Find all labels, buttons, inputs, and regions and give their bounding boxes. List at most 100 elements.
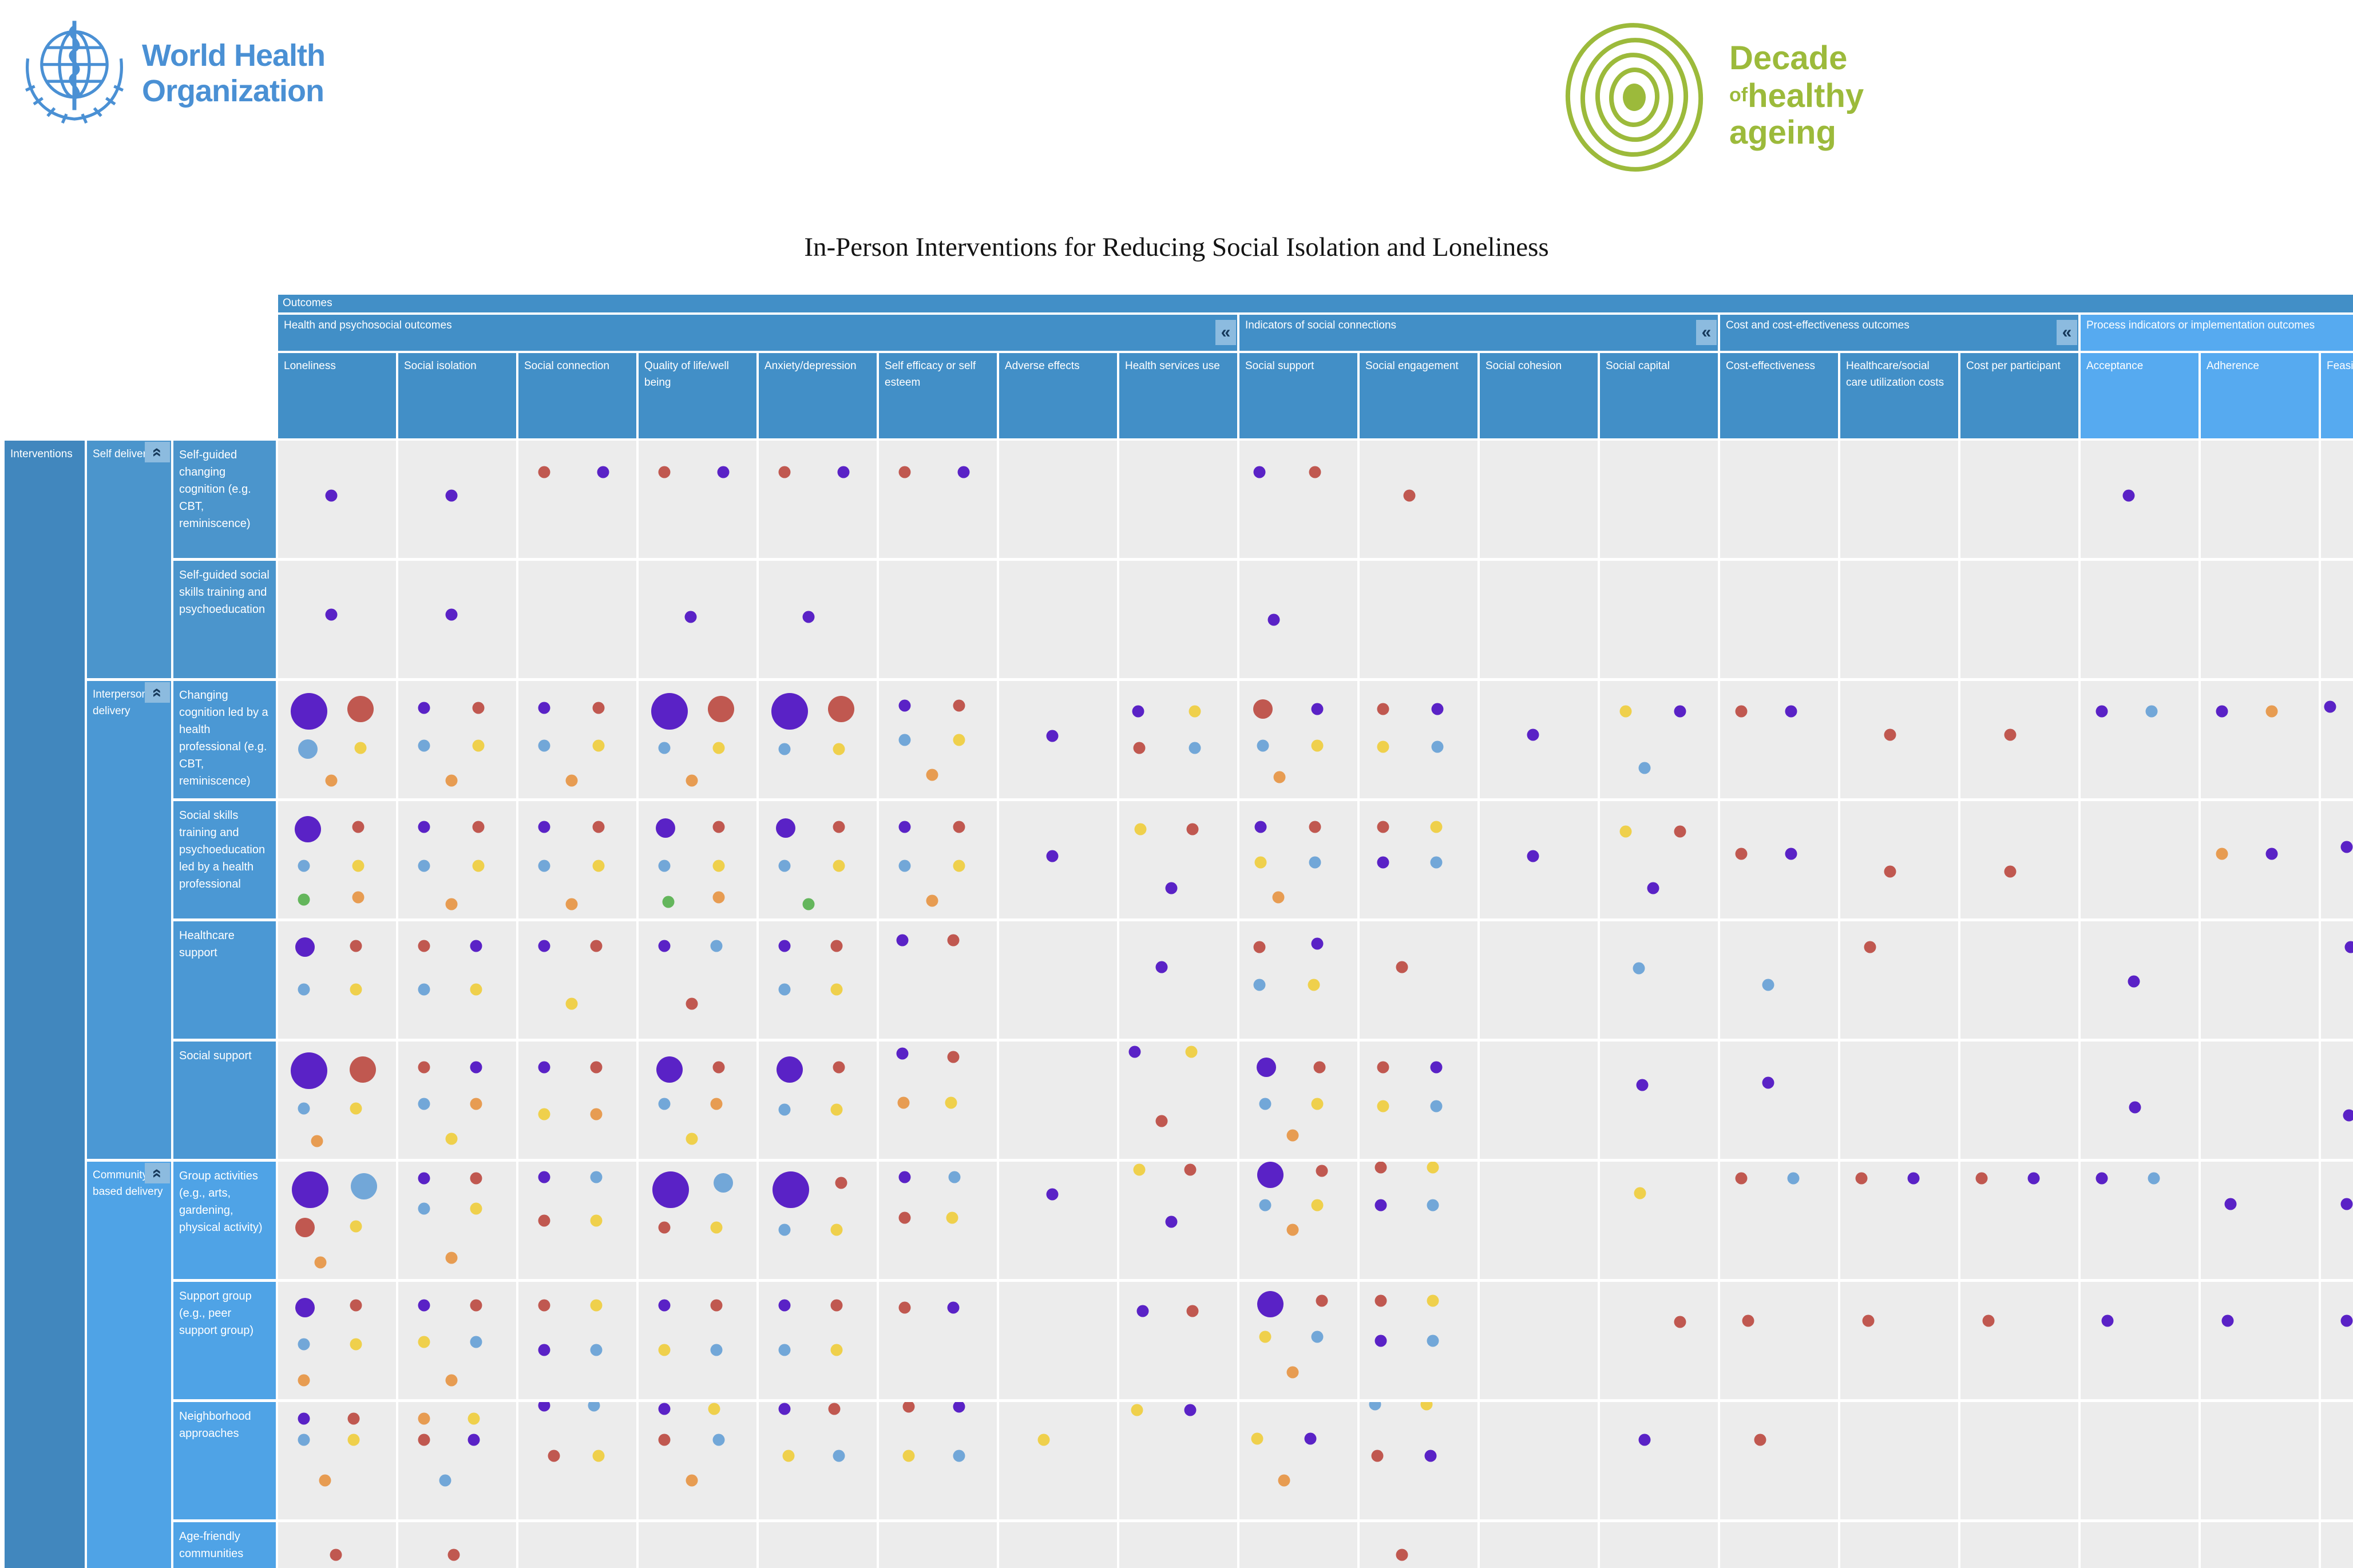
collapse-row-group-icon[interactable]: « bbox=[145, 1163, 170, 1183]
evidence-bubble-purple[interactable] bbox=[957, 466, 970, 478]
evidence-bubble-purple[interactable] bbox=[771, 693, 808, 730]
evidence-bubble-blue[interactable] bbox=[1309, 856, 1321, 869]
evidence-bubble-red[interactable] bbox=[778, 466, 791, 478]
evidence-bubble-yellow[interactable] bbox=[472, 739, 485, 752]
evidence-bubble-purple[interactable] bbox=[1253, 466, 1266, 478]
evidence-bubble-red[interactable] bbox=[295, 1217, 315, 1237]
evidence-bubble-yellow[interactable] bbox=[445, 1133, 458, 1145]
column-group-header[interactable]: Indicators of social connections « bbox=[1239, 315, 1718, 351]
evidence-bubble-blue[interactable] bbox=[1259, 1098, 1271, 1110]
evidence-bubble-orange[interactable] bbox=[418, 1412, 430, 1425]
evidence-bubble-purple[interactable] bbox=[2027, 1172, 2040, 1185]
evidence-bubble-blue[interactable] bbox=[778, 860, 791, 872]
evidence-bubble-purple[interactable] bbox=[2095, 1172, 2108, 1185]
evidence-bubble-orange[interactable] bbox=[352, 891, 365, 904]
evidence-bubble-purple[interactable] bbox=[538, 940, 550, 952]
column-group-header[interactable]: Cost and cost-effectiveness outcomes « bbox=[1720, 315, 2078, 351]
evidence-bubble-red[interactable] bbox=[1309, 466, 1321, 478]
evidence-bubble-yellow[interactable] bbox=[350, 1102, 362, 1115]
evidence-bubble-red[interactable] bbox=[350, 1056, 377, 1083]
evidence-bubble-purple[interactable] bbox=[470, 940, 482, 952]
evidence-bubble-red[interactable] bbox=[828, 1403, 841, 1415]
evidence-bubble-blue[interactable] bbox=[418, 1202, 430, 1215]
evidence-bubble-yellow[interactable] bbox=[350, 1220, 362, 1233]
evidence-bubble-blue[interactable] bbox=[1259, 1199, 1271, 1211]
evidence-bubble-purple[interactable] bbox=[418, 821, 430, 833]
column-group-header[interactable]: Health and psychosocial outcomes « bbox=[278, 315, 1237, 351]
evidence-bubble-purple[interactable] bbox=[468, 1434, 480, 1446]
evidence-bubble-purple[interactable] bbox=[538, 1402, 550, 1412]
evidence-bubble-yellow[interactable] bbox=[1634, 1187, 1646, 1199]
evidence-bubble-purple[interactable] bbox=[684, 611, 697, 623]
evidence-bubble-red[interactable] bbox=[1186, 823, 1199, 836]
evidence-bubble-orange[interactable] bbox=[470, 1098, 482, 1110]
evidence-bubble-blue[interactable] bbox=[778, 1223, 791, 1236]
evidence-bubble-red[interactable] bbox=[833, 821, 845, 833]
evidence-bubble-purple[interactable] bbox=[1527, 728, 1539, 741]
evidence-bubble-red[interactable] bbox=[712, 821, 725, 833]
evidence-bubble-blue[interactable] bbox=[418, 1098, 430, 1110]
evidence-bubble-red[interactable] bbox=[1403, 489, 1416, 502]
evidence-bubble-orange[interactable] bbox=[298, 1374, 310, 1387]
evidence-bubble-green[interactable] bbox=[298, 893, 310, 906]
evidence-bubble-purple[interactable] bbox=[1184, 1404, 1197, 1416]
evidence-bubble-purple[interactable] bbox=[1257, 1162, 1284, 1188]
evidence-bubble-purple[interactable] bbox=[295, 1298, 315, 1318]
evidence-bubble-yellow[interactable] bbox=[1427, 1294, 1439, 1307]
evidence-bubble-yellow[interactable] bbox=[1259, 1331, 1271, 1343]
evidence-bubble-red[interactable] bbox=[538, 1299, 550, 1312]
evidence-bubble-purple[interactable] bbox=[2129, 1101, 2141, 1114]
evidence-bubble-purple[interactable] bbox=[2095, 705, 2108, 718]
evidence-bubble-yellow[interactable] bbox=[470, 1202, 482, 1215]
evidence-bubble-red[interactable] bbox=[1735, 705, 1748, 718]
evidence-bubble-red[interactable] bbox=[418, 1061, 430, 1074]
evidence-bubble-red[interactable] bbox=[330, 1549, 342, 1561]
evidence-bubble-red[interactable] bbox=[347, 1412, 360, 1425]
evidence-bubble-yellow[interactable] bbox=[590, 1299, 603, 1312]
evidence-bubble-purple[interactable] bbox=[1785, 848, 1797, 860]
evidence-bubble-red[interactable] bbox=[1371, 1450, 1384, 1462]
evidence-bubble-orange[interactable] bbox=[311, 1135, 323, 1147]
evidence-bubble-purple[interactable] bbox=[470, 1061, 482, 1074]
row-group-header[interactable]: Self delivery « bbox=[87, 441, 171, 678]
evidence-bubble-orange[interactable] bbox=[1286, 1223, 1299, 1236]
evidence-bubble-red[interactable] bbox=[350, 940, 362, 952]
evidence-bubble-blue[interactable] bbox=[1638, 762, 1651, 774]
evidence-bubble-yellow[interactable] bbox=[1189, 705, 1201, 718]
evidence-bubble-orange[interactable] bbox=[319, 1474, 331, 1487]
evidence-bubble-purple[interactable] bbox=[1132, 705, 1144, 718]
evidence-bubble-purple[interactable] bbox=[717, 466, 730, 478]
evidence-bubble-purple[interactable] bbox=[2340, 1314, 2353, 1327]
evidence-bubble-orange[interactable] bbox=[1278, 1474, 1290, 1487]
evidence-bubble-red[interactable] bbox=[472, 821, 485, 833]
evidence-bubble-blue[interactable] bbox=[298, 1434, 310, 1446]
evidence-bubble-purple[interactable] bbox=[953, 1402, 965, 1413]
evidence-bubble-purple[interactable] bbox=[1165, 1215, 1178, 1228]
evidence-bubble-purple[interactable] bbox=[896, 934, 909, 947]
evidence-bubble-red[interactable] bbox=[1374, 1162, 1387, 1174]
evidence-bubble-red[interactable] bbox=[953, 821, 965, 833]
evidence-bubble-red[interactable] bbox=[352, 821, 365, 833]
evidence-bubble-purple[interactable] bbox=[1128, 1046, 1141, 1058]
evidence-bubble-orange[interactable] bbox=[1286, 1129, 1299, 1142]
evidence-bubble-red[interactable] bbox=[902, 1402, 914, 1413]
evidence-bubble-yellow[interactable] bbox=[1311, 1098, 1324, 1110]
evidence-bubble-green[interactable] bbox=[662, 896, 674, 908]
evidence-bubble-orange[interactable] bbox=[325, 774, 338, 787]
evidence-bubble-red[interactable] bbox=[686, 997, 698, 1009]
evidence-bubble-purple[interactable] bbox=[1636, 1079, 1649, 1091]
evidence-bubble-orange[interactable] bbox=[2265, 705, 2278, 718]
evidence-bubble-purple[interactable] bbox=[772, 1171, 809, 1209]
evidence-bubble-yellow[interactable] bbox=[472, 860, 485, 872]
evidence-bubble-red[interactable] bbox=[1855, 1172, 1868, 1185]
evidence-bubble-purple[interactable] bbox=[1638, 1434, 1651, 1446]
evidence-bubble-red[interactable] bbox=[2004, 865, 2017, 878]
evidence-bubble-yellow[interactable] bbox=[712, 860, 725, 872]
evidence-bubble-orange[interactable] bbox=[686, 774, 698, 787]
collapse-row-group-icon[interactable]: « bbox=[145, 442, 170, 462]
evidence-bubble-red[interactable] bbox=[418, 1434, 430, 1446]
evidence-bubble-red[interactable] bbox=[947, 1051, 960, 1063]
evidence-bubble-yellow[interactable] bbox=[782, 1450, 794, 1462]
evidence-bubble-blue[interactable] bbox=[298, 860, 310, 872]
evidence-bubble-red[interactable] bbox=[590, 940, 603, 952]
